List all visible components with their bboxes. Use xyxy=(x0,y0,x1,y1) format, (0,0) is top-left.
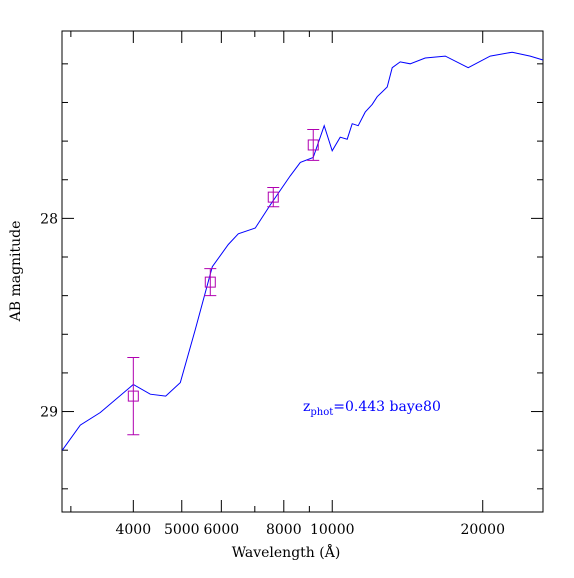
error-bar xyxy=(267,186,280,208)
x-tick-label: 6000 xyxy=(204,522,240,538)
error-bar xyxy=(204,268,217,297)
y-tick-label: 29 xyxy=(40,405,58,421)
y-axis-label: AB magnitude xyxy=(8,221,24,323)
annotation-main: z xyxy=(303,399,310,415)
model-sed-line xyxy=(61,51,544,451)
photometry-point xyxy=(307,139,319,151)
photometry-point xyxy=(267,191,279,203)
error-bar xyxy=(127,356,140,436)
x-tick-label: 8000 xyxy=(266,522,302,538)
x-axis-label: Wavelength (Å) xyxy=(232,543,341,561)
x-tick-label: 10000 xyxy=(310,522,355,538)
annotation: zphot=0.443 baye80 xyxy=(303,399,441,418)
photometry-point xyxy=(204,276,216,288)
x-tick-label: 20000 xyxy=(460,522,505,538)
annotation-rest: =0.443 baye80 xyxy=(333,399,441,415)
x-tick-label: 4000 xyxy=(115,522,151,538)
y-tick-label: 28 xyxy=(40,211,58,227)
x-tick-label: 5000 xyxy=(164,522,200,538)
annotation-sub: phot xyxy=(310,407,333,418)
plot-frame xyxy=(61,30,544,513)
error-bar xyxy=(307,129,320,161)
photometry-point xyxy=(127,390,139,402)
